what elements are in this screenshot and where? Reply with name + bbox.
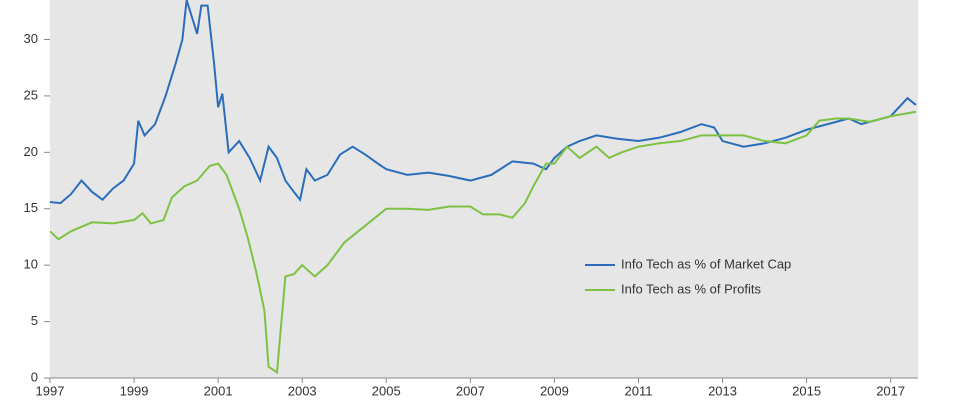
y-tick-label: 25: [24, 87, 38, 102]
x-tick-label: 2005: [372, 383, 401, 398]
x-tick-label: 2011: [624, 383, 652, 398]
x-tick-label: 2007: [456, 383, 485, 398]
x-tick-label: 2013: [708, 383, 737, 398]
y-tick-label: 0: [31, 369, 38, 384]
y-tick-label: 15: [24, 200, 38, 215]
legend-label: Info Tech as % of Market Cap: [621, 256, 791, 271]
data-line: [49, 0, 917, 205]
x-tick-label: 2001: [204, 383, 233, 398]
x-tick-label: 1997: [36, 383, 65, 398]
data-line: [49, 110, 917, 375]
x-tick-label: 2015: [792, 383, 821, 398]
x-tick-label: 2003: [288, 383, 317, 398]
y-tick-label: 5: [31, 313, 38, 328]
y-tick-label: 20: [24, 144, 38, 159]
y-tick-label: 30: [24, 31, 38, 46]
y-tick-label: 10: [24, 257, 38, 272]
legend-label: Info Tech as % of Profits: [621, 281, 761, 296]
plot-background: [50, 0, 918, 378]
x-tick-label: 1999: [120, 383, 149, 398]
x-tick-label: 2017: [876, 383, 905, 398]
x-tick-label: 2009: [540, 383, 569, 398]
